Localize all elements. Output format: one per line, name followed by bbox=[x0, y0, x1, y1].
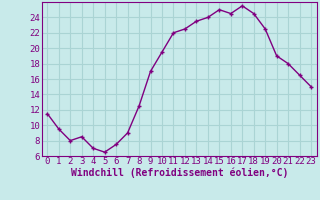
X-axis label: Windchill (Refroidissement éolien,°C): Windchill (Refroidissement éolien,°C) bbox=[70, 168, 288, 178]
